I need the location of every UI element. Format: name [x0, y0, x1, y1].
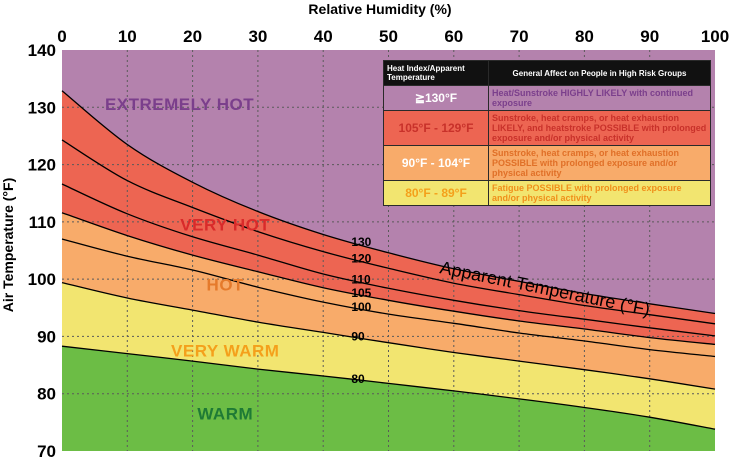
zone-label-very-warm: VERY WARM: [171, 341, 279, 360]
contour-line-80: [61, 345, 716, 430]
legend-header-effect: General Affect on People in High Risk Gr…: [488, 60, 711, 86]
legend-effect: Heat/Sunstroke HIGHLY LIKELY with contin…: [488, 85, 711, 111]
band-very-hot: [62, 90, 715, 345]
legend-row: 80°F - 89°F Fatigue POSSIBLE with prolong…: [383, 180, 711, 206]
y-tick-label: 130: [28, 98, 56, 117]
y-tick-label: 120: [28, 156, 56, 175]
y-tick-label: 70: [37, 442, 56, 458]
legend-range: ≧130°F: [383, 85, 489, 111]
legend-row: ≧130°F Heat/Sunstroke HIGHLY LIKELY with …: [383, 85, 711, 111]
y-axis-ticks: 70 80 90 100 110 120 130 140: [28, 41, 56, 458]
apparent-temperature-contours: [61, 90, 716, 430]
y-tick-label: 110: [29, 213, 56, 232]
zone-label-very-hot: VERY HOT: [180, 215, 270, 234]
zone-label-hot: HOT: [207, 276, 245, 295]
contour-line-110: [61, 183, 716, 337]
legend-header-range: Heat Index/Apparent Temperature: [383, 60, 489, 86]
contour-label-110: 110: [351, 273, 371, 287]
x-tick-label: 40: [314, 27, 333, 46]
zone-label-warm: WARM: [197, 404, 253, 423]
y-tick-label: 80: [37, 385, 56, 404]
contour-line-90: [61, 281, 716, 390]
x-tick-label: 70: [510, 27, 529, 46]
legend-effect: Sunstroke, heat cramps, or heat exhausti…: [488, 145, 711, 181]
legend-range: 105°F - 129°F: [383, 110, 489, 146]
x-tick-label: 30: [248, 27, 267, 46]
x-tick-label: 100: [701, 27, 729, 46]
contour-line-120: [61, 139, 716, 325]
zone-labels: WARM VERY WARM HOT VERY HOT EXTREMELY HOT: [105, 95, 279, 423]
legend-range: 80°F - 89°F: [383, 180, 489, 206]
contour-label-105: 105: [351, 286, 371, 300]
x-tick-label: 90: [640, 27, 659, 46]
legend-header-row: Heat Index/Apparent Temperature General …: [383, 60, 711, 86]
y-axis-title: Air Temperature (°F): [0, 178, 16, 312]
contour-line-100: [61, 238, 716, 358]
legend-effect: Fatigue POSSIBLE with prolonged exposure…: [488, 180, 711, 206]
contour-label-100: 100: [351, 300, 371, 314]
legend-body: ≧130°F Heat/Sunstroke HIGHLY LIKELY with …: [383, 85, 711, 206]
contour-label-120: 120: [351, 251, 371, 265]
legend-row: 105°F - 129°F Sunstroke, heat cramps, or …: [383, 110, 711, 146]
x-tick-label: 50: [379, 27, 398, 46]
band-warm: [62, 346, 715, 451]
contour-label-90: 90: [351, 330, 365, 344]
contour-line-130: [61, 90, 716, 315]
contour-line-105: [61, 212, 716, 346]
zone-label-extremely-hot: EXTREMELY HOT: [105, 95, 254, 114]
legend-range: 90°F - 104°F: [383, 145, 489, 181]
x-axis-title: Relative Humidity (%): [308, 1, 451, 17]
y-tick-label: 140: [28, 41, 56, 60]
y-tick-label: 90: [37, 327, 56, 346]
contour-label-80: 80: [351, 372, 365, 386]
legend-row: 90°F - 104°F Sunstroke, heat cramps, or h…: [383, 145, 711, 181]
y-tick-label: 100: [28, 270, 56, 289]
heat-index-legend: Heat Index/Apparent Temperature General …: [383, 60, 711, 206]
x-tick-label: 20: [183, 27, 202, 46]
x-axis-ticks: 0 10 20 30 40 50 60 70 80 90 100: [57, 27, 729, 46]
x-tick-label: 0: [57, 27, 66, 46]
x-tick-label: 80: [575, 27, 594, 46]
legend-effect: Sunstroke, heat cramps, or heat exhausti…: [488, 110, 711, 146]
x-tick-label: 10: [118, 27, 137, 46]
x-tick-label: 60: [444, 27, 463, 46]
contour-label-130: 130: [351, 235, 371, 249]
